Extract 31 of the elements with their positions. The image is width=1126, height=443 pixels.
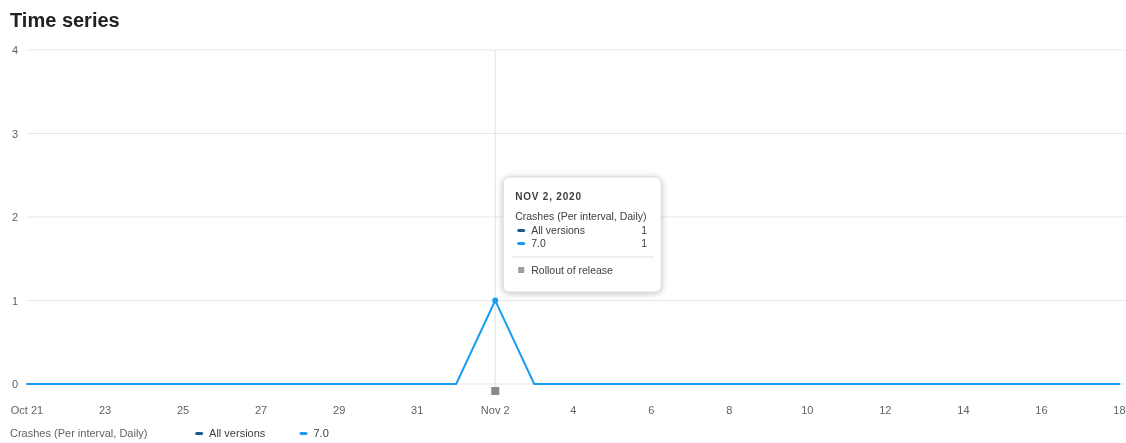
text: 7.0 [531, 237, 546, 249]
legend-label: All versions [531, 224, 585, 236]
x-tick-label: Oct 21 [10, 404, 44, 416]
x-tick-label: 8 [726, 404, 733, 416]
x-tick-label: 4 [570, 404, 577, 416]
x-tick-label: 12 [879, 404, 892, 416]
x-tick-label: 14 [957, 404, 970, 416]
annotation: NOV 2, 2020 [515, 191, 582, 202]
x-tick-label: 10 [801, 404, 814, 416]
legend-label: 7.0 [313, 427, 329, 439]
x-tick-label: 23 [98, 404, 112, 416]
legend-title: Crashes (Per interval, Daily) [515, 210, 647, 222]
text: Crashes (Per interval, Daily) [10, 427, 148, 439]
y-tick-label: 1 [11, 294, 18, 307]
x-tick-label: 27 [254, 404, 268, 416]
chart-title: Time series [10, 9, 120, 31]
y-tick-label: 0 [11, 378, 18, 390]
x-tick-label: 16 [1035, 404, 1048, 416]
annotation: 1 [641, 224, 648, 236]
x-tick-label: 25 [176, 404, 190, 416]
annotation: 1 [641, 237, 648, 249]
x-tick-label: 18 [1113, 404, 1126, 416]
x-tick-label: 6 [648, 404, 655, 416]
x-tick-label: 31 [411, 404, 424, 416]
y-tick-label: 3 [11, 127, 18, 140]
text: All versions [209, 427, 266, 439]
x-tick-label: Nov 2 [480, 404, 510, 416]
x-tick-label: 29 [333, 404, 346, 416]
annotation: Rollout of release [531, 264, 614, 276]
y-tick-label: 4 [11, 44, 18, 56]
y-tick-label: 2 [11, 211, 18, 223]
